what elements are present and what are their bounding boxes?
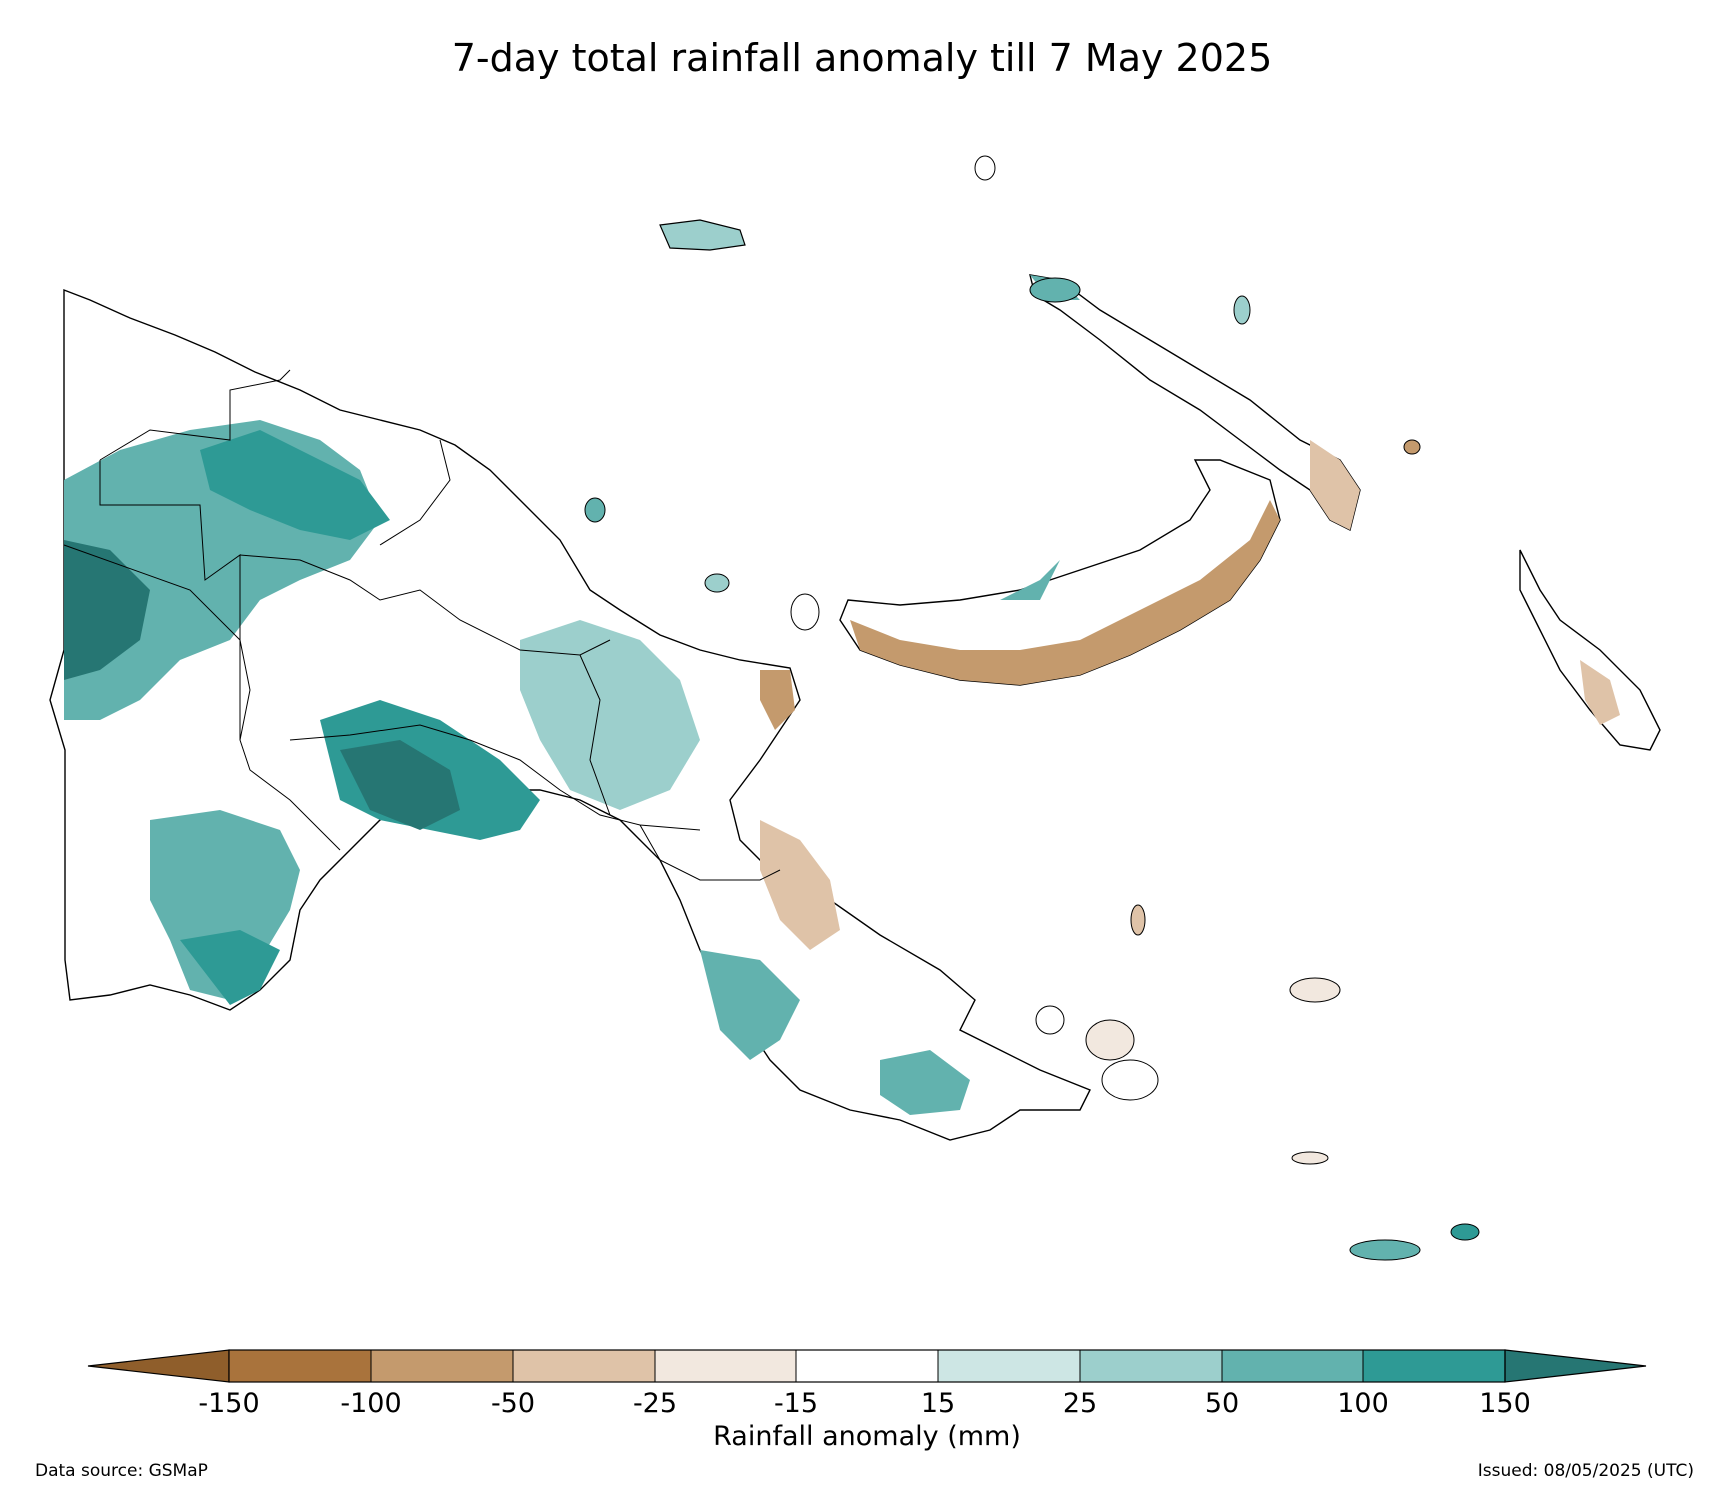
- colorbar-tick-label: -15: [774, 1388, 818, 1419]
- colorbar: -150 -100 -50 -25 -15 15 25 50 100 150 R…: [87, 1349, 1647, 1452]
- colorbar-bin: [229, 1350, 371, 1382]
- anomaly-south-tip: [180, 930, 280, 1005]
- anomaly-central: [520, 620, 700, 810]
- colorbar-tick-label: 15: [921, 1388, 955, 1419]
- colorbar-tick-label: -25: [633, 1388, 677, 1419]
- data-source-note: Data source: GSMaP: [35, 1461, 208, 1481]
- anomaly-peninsula: [700, 950, 800, 1060]
- colorbar-bin: [796, 1350, 938, 1382]
- colorbar-bin: [1080, 1350, 1222, 1382]
- bougainville: [1519, 549, 1661, 751]
- colorbar-bin: [938, 1350, 1080, 1382]
- manus-island: [659, 219, 746, 251]
- colorbar-tick-label: -100: [340, 1388, 401, 1419]
- anomaly-madang-dry: [760, 670, 795, 730]
- colorbar-bin: [1222, 1350, 1363, 1382]
- colorbar-extend-high: [1504, 1349, 1647, 1383]
- colorbar-axis-label: Rainfall anomaly (mm): [713, 1421, 1021, 1452]
- anomaly-south-core: [340, 740, 460, 830]
- nb-wet-north: [1000, 560, 1060, 600]
- mainland-png: [49, 288, 1091, 1141]
- anomaly-milne: [880, 1050, 970, 1115]
- new-ireland: [1029, 274, 1361, 532]
- ni-dry-south: [1310, 440, 1360, 530]
- anomaly-west-core: [64, 540, 150, 680]
- map-title: 7-day total rainfall anomaly till 7 May …: [451, 36, 1273, 80]
- colorbar-bin: [1363, 1350, 1505, 1382]
- colorbar-tick-label: 50: [1205, 1388, 1239, 1419]
- colorbar-bin: [371, 1350, 513, 1382]
- nb-dry-south: [850, 500, 1280, 685]
- colorbar-tick-label: 100: [1337, 1388, 1389, 1419]
- anomaly-oro-dry: [760, 820, 840, 950]
- colorbar-tick-label: 25: [1063, 1388, 1097, 1419]
- issued-date-note: Issued: 08/05/2025 (UTC): [1477, 1461, 1694, 1481]
- small-islands: [584, 155, 1480, 1261]
- colorbar-bin: [655, 1350, 796, 1382]
- colorbar-bin: [513, 1350, 655, 1382]
- colorbar-tick-label: -150: [198, 1388, 259, 1419]
- colorbar-tick-label: -50: [491, 1388, 535, 1419]
- new-britain: [839, 459, 1281, 686]
- colorbar-extend-low: [87, 1349, 230, 1383]
- colorbar-tick-label: 150: [1479, 1388, 1531, 1419]
- anomaly-north: [200, 430, 390, 540]
